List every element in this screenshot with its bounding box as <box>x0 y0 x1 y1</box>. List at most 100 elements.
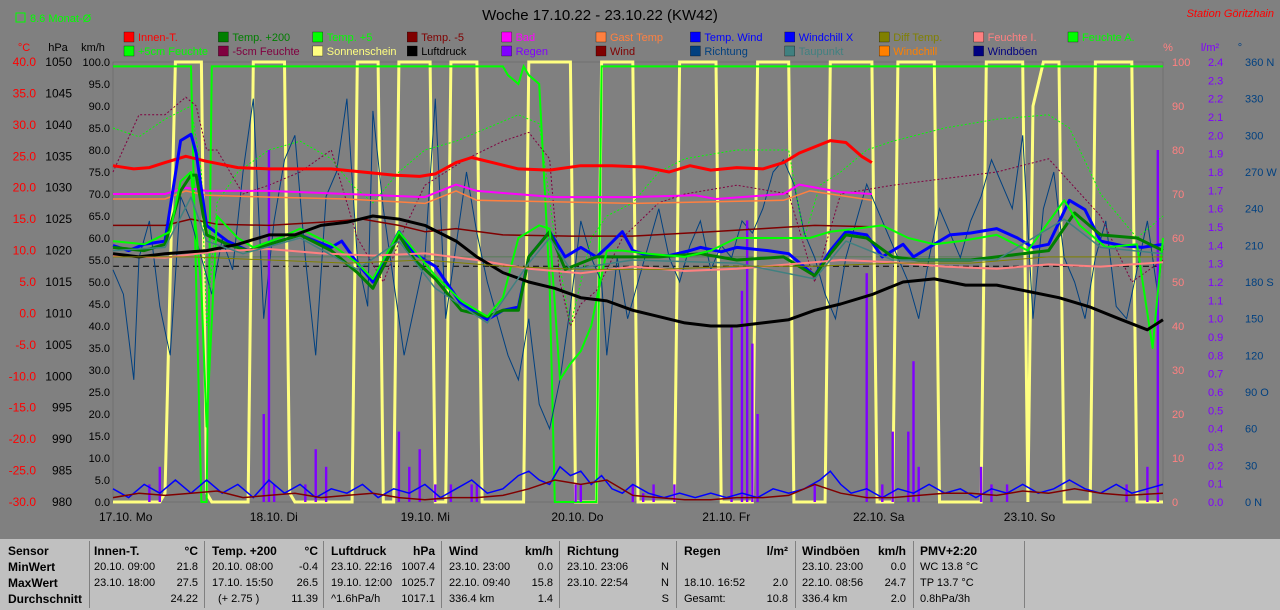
axis-tick-label: 1.0 <box>1208 314 1223 326</box>
legend: Innen-T. Temp. +200 Temp. +5 Temp. -5 Bad Gas… <box>123 31 1135 58</box>
legend-label: -5cm Feuchte <box>232 46 299 58</box>
axis-tick-label: 330 <box>1245 94 1263 106</box>
legend-label: Diff Temp. <box>893 32 942 44</box>
axis-tick-label: 25.0 <box>13 149 37 163</box>
series-taupunkt <box>112 196 1164 324</box>
separator <box>1024 541 1025 608</box>
legend-label: Feuchte A. <box>1082 32 1135 44</box>
innen-max-time: 23.10. 18:00 <box>94 577 156 589</box>
innen-avg: 24.22 <box>170 593 198 605</box>
pmv-line3: 0.8hPa/3h <box>920 593 971 605</box>
day-label: 21.10. Fr <box>702 510 750 524</box>
axis-tick-label: 360 N <box>1245 57 1274 69</box>
axis-tick-label: 100 <box>1172 57 1190 69</box>
legend-swatch <box>595 45 607 57</box>
richtung-max: N <box>661 577 669 589</box>
series-temp-5 <box>113 218 872 237</box>
legend-swatch <box>690 45 701 57</box>
legend-swatch <box>595 31 607 43</box>
regen-bar <box>865 273 868 502</box>
luftdruck-avg-note: ^1.6hPa/h <box>331 593 381 605</box>
legend-label: Gast Temp <box>610 32 663 44</box>
temp200-min-time: 20.10. 08:00 <box>212 561 274 573</box>
legend-swatch <box>218 31 229 43</box>
legend-label: Regen <box>516 46 548 58</box>
day-label: 22.10. Sa <box>853 510 905 524</box>
windboeen-min-time: 23.10. 23:00 <box>802 561 864 573</box>
chart-background <box>0 0 1280 537</box>
axis-tick-label: 40.0 <box>89 321 110 333</box>
legend-label: Bad <box>516 32 536 44</box>
regen-bar <box>745 220 749 502</box>
axis-tick-label: 1000 <box>45 369 72 383</box>
axis-tick-label: 30.0 <box>13 118 37 132</box>
regen-bar <box>912 361 915 502</box>
legend-label: +5cm Feuchte <box>138 46 208 58</box>
axis-tick-label: 0.0 <box>95 497 110 509</box>
innen-max: 27.5 <box>176 577 198 589</box>
legend-swatch <box>784 31 795 43</box>
legend-swatch <box>1067 31 1079 43</box>
legend-swatch <box>407 31 418 43</box>
legend-swatch <box>879 45 890 57</box>
regen-bar <box>408 466 411 502</box>
separator <box>89 541 90 608</box>
axis-tick-label: 240 <box>1245 204 1263 216</box>
legend-swatch <box>879 31 890 43</box>
axis-tick-label: 990 <box>52 432 72 446</box>
monat-checkbox-icon[interactable] <box>15 12 26 23</box>
windboeen-avg: 2.0 <box>890 593 906 605</box>
separator <box>913 541 914 608</box>
legend-swatch <box>123 45 135 57</box>
regen-bar <box>917 466 920 502</box>
temp200-max: 26.5 <box>296 577 318 589</box>
axis-tick-label: 2.4 <box>1208 57 1223 69</box>
richtung-min-time: 23.10. 23:06 <box>567 561 629 573</box>
regen-bar <box>881 484 884 502</box>
axis-tick-label: -10.0 <box>9 369 37 383</box>
richtung-avg: S <box>661 593 669 605</box>
axis-tick-label: 75.0 <box>89 167 110 179</box>
stats-labels: Sensor MinWert MaxWert Durchschnitt <box>8 543 88 607</box>
axis-tick-label: 0.3 <box>1208 442 1223 454</box>
windboeen-avg-note: 336.4 km <box>802 593 848 605</box>
axis-tick-label: 1045 <box>45 86 72 100</box>
axis-tick-label: 2.3 <box>1208 75 1223 87</box>
axis-tick-label: 1015 <box>45 275 72 289</box>
axis-tick-label: 980 <box>52 495 72 509</box>
series-innen-t <box>112 139 873 178</box>
regen-bar <box>1125 484 1128 502</box>
innen-unit: °C <box>184 544 198 558</box>
axis-unit-label: ° <box>1238 42 1242 54</box>
day-label: 17.10. Mo <box>99 510 153 524</box>
regen-bar <box>267 150 271 502</box>
regen-bar <box>756 414 759 502</box>
legend-label: Richtung <box>704 46 747 58</box>
wind-max-time: 22.10. 09:40 <box>449 577 511 589</box>
axis-tick-label: 25.0 <box>89 387 110 399</box>
innen-min: 21.8 <box>176 561 198 573</box>
axis-tick-label: 0.0 <box>1208 497 1223 509</box>
temp200-avg-note: (+ 2.75 ) <box>218 593 260 605</box>
axis-tick-label: 90 <box>1172 101 1184 113</box>
axis-tick-label: 270 W <box>1245 167 1277 179</box>
axis-tick-label: 35.0 <box>89 343 110 355</box>
axis-tick-label: 985 <box>52 464 72 478</box>
axis-tick-label: 0.5 <box>1208 405 1223 417</box>
wind-header: Wind <box>449 544 479 558</box>
legend-label: Windböen <box>988 46 1038 58</box>
day-label: 20.10. Do <box>551 510 603 524</box>
regen-header: Regen <box>684 544 721 558</box>
legend-label: Luftdruck <box>421 46 467 58</box>
weather-chart: Woche 17.10.22 - 23.10.22 (KW42) Station… <box>0 0 1280 537</box>
legend-swatch <box>312 31 323 43</box>
legend-swatch <box>407 45 418 57</box>
axis-tick-label: 80.0 <box>89 145 110 157</box>
temp200-unit: °C <box>304 544 318 558</box>
regen-bar <box>418 449 421 502</box>
regen-avg-note: Gesamt: <box>684 593 726 605</box>
regen-bar <box>449 484 453 502</box>
axis-tick-label: 0.9 <box>1208 332 1223 344</box>
stats-wind: Wind km/h 23.10. 23:00 0.0 22.10. 09:40 15.… <box>449 543 553 607</box>
axis-tick-label: 90 O <box>1245 387 1269 399</box>
